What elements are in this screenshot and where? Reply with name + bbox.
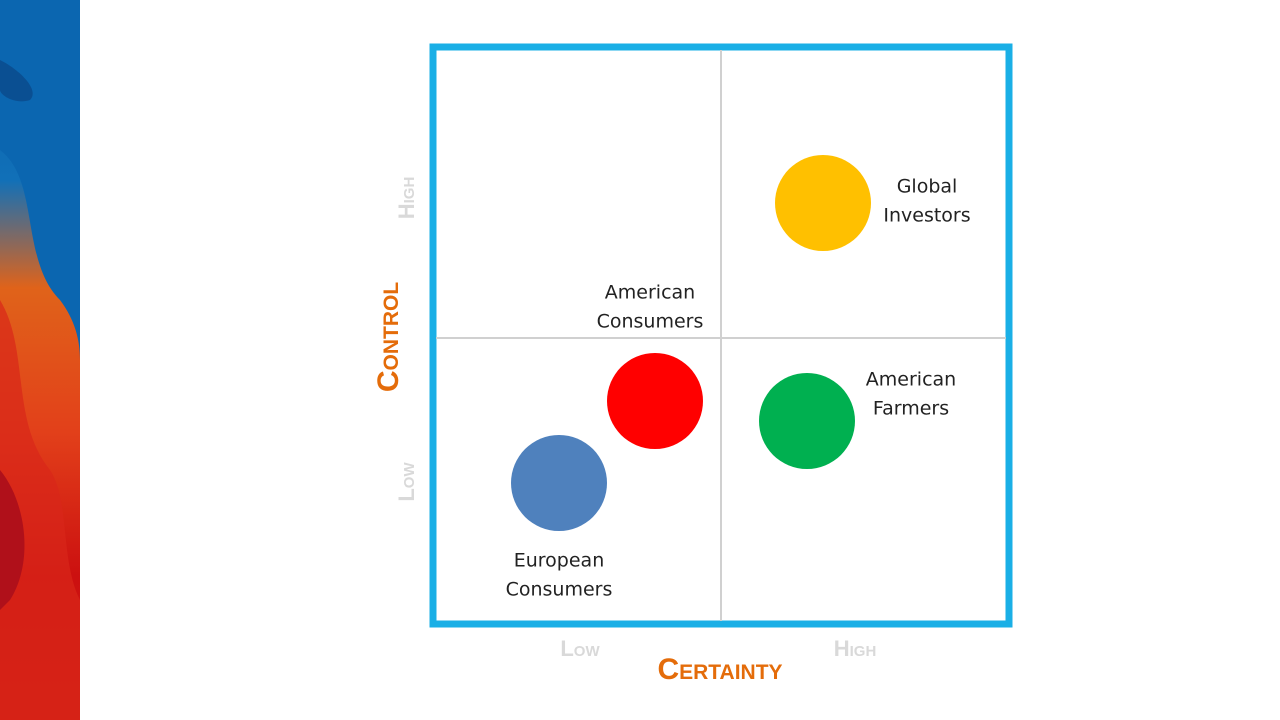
node-label: American <box>605 282 695 304</box>
bubble <box>511 435 607 531</box>
node-label: Investors <box>883 205 970 227</box>
x-axis-title: Certainty <box>657 653 782 686</box>
node-label: Farmers <box>873 398 949 420</box>
x-level-label: Low <box>560 636 600 661</box>
bubble <box>759 373 855 469</box>
bubble <box>607 353 703 449</box>
node-label: Consumers <box>506 579 613 601</box>
bubble <box>775 155 871 251</box>
matrix <box>429 43 1013 628</box>
node-label: Global <box>897 176 958 198</box>
y-level-label: Low <box>394 462 419 502</box>
x-level-label: High <box>834 636 877 661</box>
y-axis-title: Control <box>372 282 405 392</box>
node-label: American <box>866 369 956 391</box>
node-label: Consumers <box>597 311 704 333</box>
y-level-label: High <box>394 177 419 220</box>
node-label: European <box>514 550 605 572</box>
decorative-strip <box>0 0 80 720</box>
